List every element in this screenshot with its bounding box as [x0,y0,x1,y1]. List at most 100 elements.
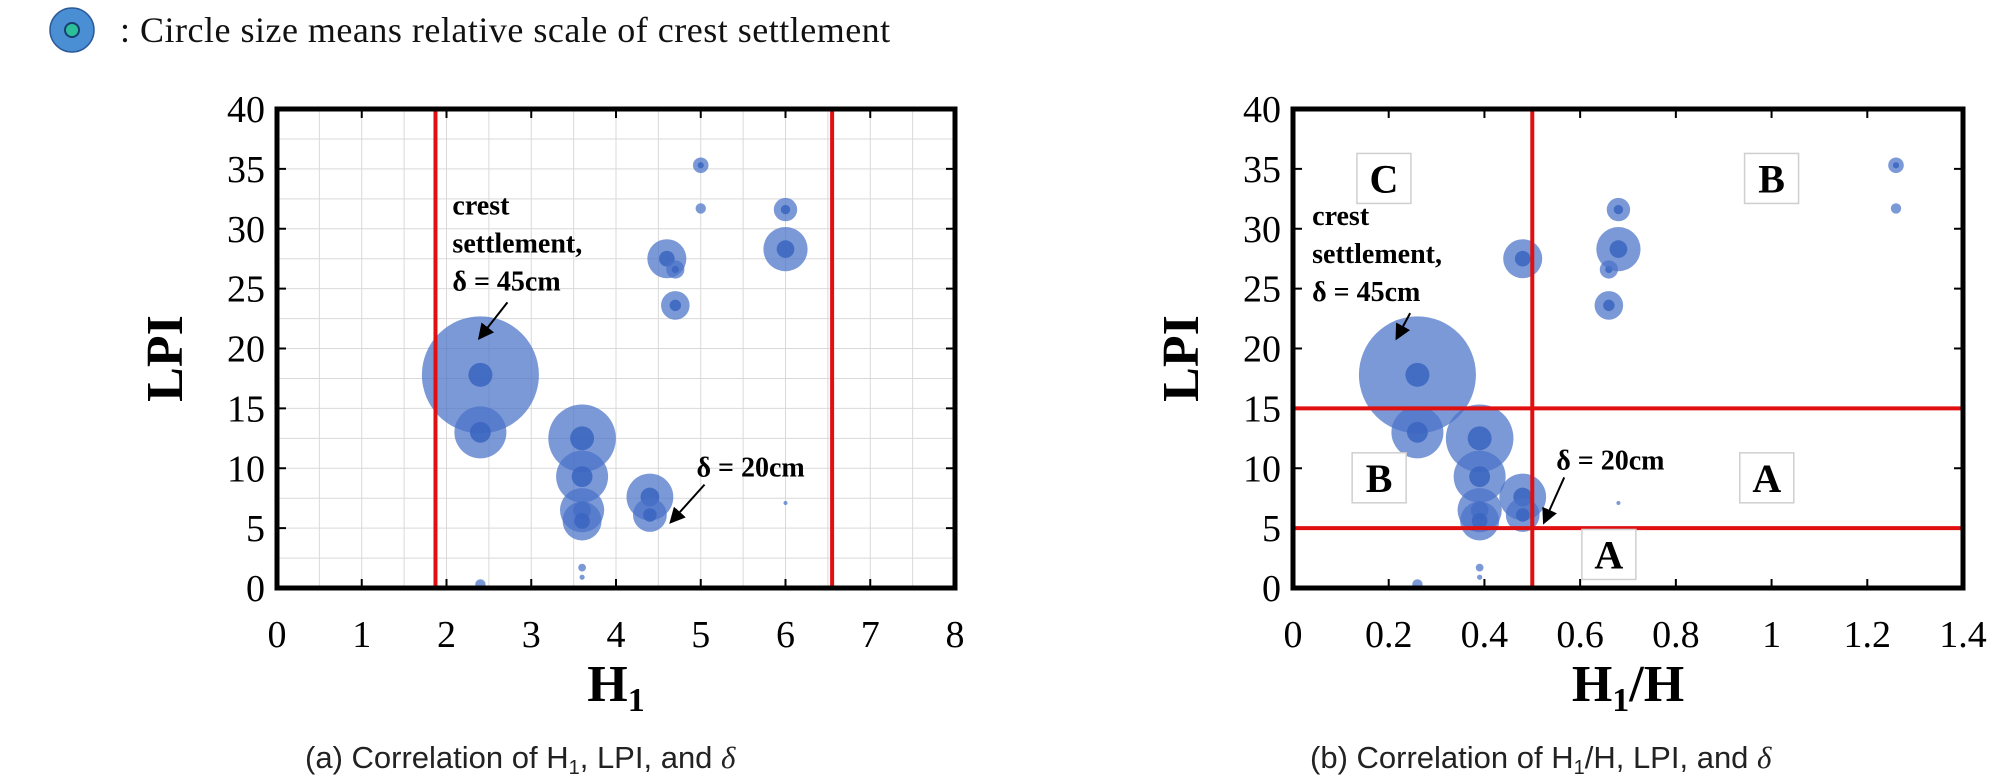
data-bubble-core [1515,508,1530,522]
x-tick-label: 1 [1762,614,1781,656]
x-tick-label: 1.4 [1939,614,1987,656]
x-axis-label: H1/H [1572,656,1684,719]
region-label: B [1366,456,1393,501]
data-bubble-core [571,466,593,488]
x-tick-label: 5 [691,614,710,656]
data-bubble-core [776,240,795,258]
caption-a: (a) Correlation of H1, LPI, and δ [305,740,736,779]
y-tick-label: 15 [1243,388,1281,430]
x-tick-label: 7 [861,614,880,656]
annotation-text: δ = 45cm [452,266,560,297]
x-tick-label: 8 [946,614,965,656]
data-bubble [1475,563,1484,572]
plot-frame [274,106,958,591]
y-axis-label: LPI [1153,315,1210,402]
caption-b-delta: δ [1757,740,1772,775]
y-tick-label: 5 [246,508,265,550]
data-bubble [1477,574,1483,580]
region-label-box [1743,152,1800,205]
data-bubble-core [780,204,791,215]
data-bubble [1616,500,1621,505]
data-bubble-core [1609,240,1628,258]
x-tick-label: 0 [268,614,287,656]
annotation-text: crest [1312,201,1370,232]
annotation-text: δ = 20cm [697,453,805,484]
annotation-text: settlement, [1312,239,1442,270]
caption-b-post: /H, LPI, and [1584,740,1758,775]
legend-text: : Circle size means relative scale of cr… [120,10,891,50]
region-label: C [1369,156,1398,201]
caption-b: (b) Correlation of H1/H, LPI, and δ [1310,740,1772,779]
data-bubble-core [470,421,491,443]
x-axis-label-sub: 1 [628,682,645,719]
y-tick-label: 10 [1243,448,1281,490]
annotation-arrow [669,483,706,524]
y-tick-label: 40 [227,89,265,131]
data-bubble [1890,203,1902,214]
data-bubble-core [1514,250,1531,267]
data-bubble-core [468,362,493,387]
y-tick-label: 10 [227,448,265,490]
x-tick-label: 0 [1284,614,1303,656]
region-label-box [1581,528,1637,581]
annotation-text: crest [452,190,510,221]
y-tick-label: 20 [227,329,265,371]
x-axis-label-post: /H [1628,656,1684,713]
x-tick-label: 0.8 [1652,614,1700,656]
y-tick-label: 5 [1262,508,1281,550]
region-label: B [1758,156,1785,201]
x-axis-label: H1 [587,656,644,719]
data-bubble-core [570,426,595,451]
y-tick-label: 25 [227,269,265,311]
data-bubble [579,574,585,580]
x-tick-label: 1.2 [1844,614,1892,656]
y-tick-label: 15 [227,388,265,430]
annotation-text: δ = 45cm [1312,277,1420,308]
x-tick-label: 0.2 [1365,614,1413,656]
annotation-text: settlement, [452,228,582,259]
data-bubble [695,203,706,214]
region-label: A [1594,532,1623,577]
x-tick-label: 3 [522,614,541,656]
data-bubble-core [1613,204,1624,215]
x-tick-label: 6 [776,614,795,656]
annotation-arrow [477,301,509,340]
y-tick-label: 40 [1243,89,1281,131]
data-bubble-core [643,508,657,522]
data-bubble-core [1467,426,1492,451]
data-bubble-core [669,299,682,312]
y-axis-label: LPI [137,315,194,402]
data-bubble-core [697,162,704,169]
data-bubble-core [1407,421,1428,443]
data-bubble [783,500,788,505]
y-tick-label: 35 [227,149,265,191]
x-tick-label: 1 [352,614,371,656]
legend: : Circle size means relative scale of cr… [48,4,891,56]
x-tick-label: 0.6 [1556,614,1604,656]
chart-panel-b: 0 0.2 0.4 0.6 0.8 1 1.2 1.4 0 5 10 15 20 25 30 35 40 H1/H… [1153,89,1987,719]
data-bubble-core [574,513,590,529]
caption-a-delta: δ [721,740,736,775]
annotation-arrow [1395,312,1412,341]
chart-panel-a: 0 1 2 3 4 5 6 7 8 0 5 10 15 20 25 30 35 40 H1 LPI crest settl… [137,89,965,719]
data-bubble-core [1405,362,1430,387]
circle-size-icon [49,7,95,53]
annotation-arrow [1542,477,1566,525]
caption-a-sub: 1 [568,757,580,779]
plot-frame [1290,106,1966,591]
region-label-box [1739,452,1795,504]
caption-a-pre: (a) Correlation of H [305,740,569,775]
caption-b-pre: (b) Correlation of H [1310,740,1574,775]
region-label-box [1351,452,1407,504]
y-tick-label: 0 [246,568,265,610]
data-bubble-core [1603,299,1615,312]
x-tick-label: 2 [437,614,456,656]
y-tick-label: 30 [1243,209,1281,251]
x-tick-label: 4 [607,614,626,656]
caption-a-post: , LPI, and [579,740,722,775]
data-bubble-core [1892,162,1900,169]
region-label-box [1356,152,1412,205]
data-bubble-core [1471,513,1488,529]
y-tick-label: 35 [1243,149,1281,191]
